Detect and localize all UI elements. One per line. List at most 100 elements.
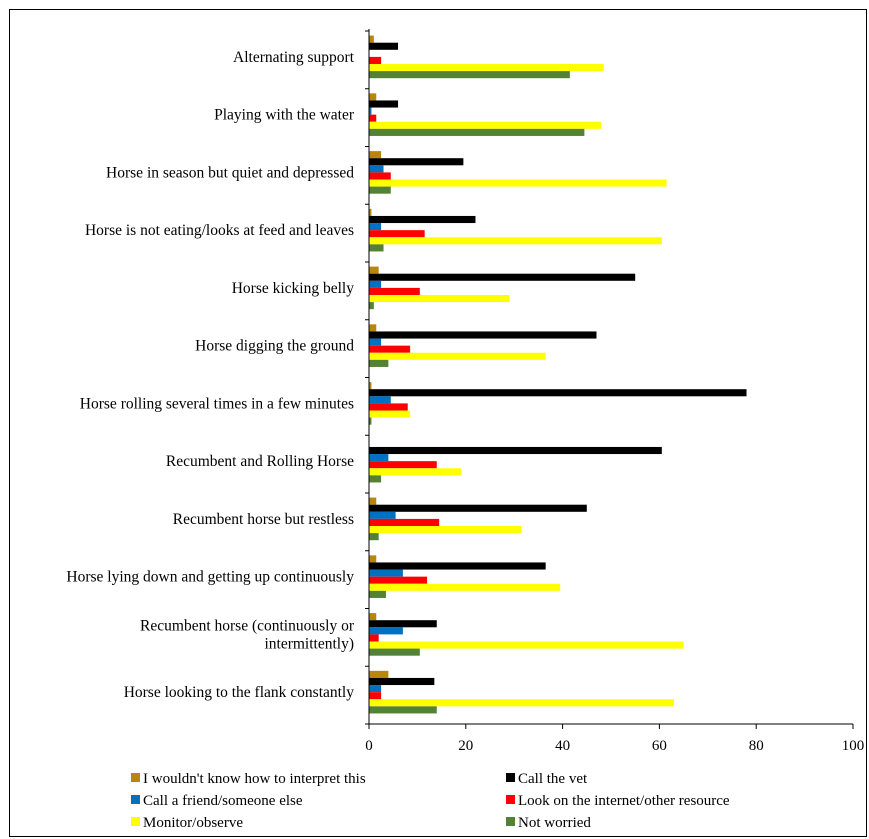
category-label: Recumbent horse (continuously or intermit…	[140, 617, 355, 652]
bar-not-worried	[369, 706, 437, 714]
bar-not-worried	[369, 128, 585, 136]
bar-monitor-observe	[369, 699, 674, 707]
bar-i-wouldn-t-know-how-to-interpret-this	[369, 670, 389, 678]
bar-call-the-vet	[369, 331, 597, 339]
category-label: Horse looking to the flank constantly	[124, 684, 355, 701]
x-tick-label: 20	[458, 738, 473, 754]
bar-call-a-friend-someone-else	[369, 685, 382, 693]
category-label: Alternating support	[233, 49, 355, 66]
bar-look-on-the-internet-other-resource	[369, 345, 411, 353]
bar-i-wouldn-t-know-how-to-interpret-this	[369, 497, 377, 505]
bar-i-wouldn-t-know-how-to-interpret-this	[369, 151, 382, 159]
bar-monitor-observe	[369, 468, 461, 476]
bar-look-on-the-internet-other-resource	[369, 56, 382, 64]
bar-monitor-observe	[369, 64, 604, 72]
bar-call-the-vet	[369, 273, 636, 281]
x-tick-label: 60	[652, 738, 667, 754]
bar-call-a-friend-someone-else	[369, 454, 389, 462]
bar-monitor-observe	[369, 237, 662, 245]
bar-i-wouldn-t-know-how-to-interpret-this	[369, 208, 372, 216]
category-label: Recumbent and Rolling Horse	[166, 453, 354, 470]
bar-call-a-friend-someone-else	[369, 396, 391, 404]
bar-not-worried	[369, 302, 374, 310]
bar-i-wouldn-t-know-how-to-interpret-this	[369, 35, 374, 43]
category-label: Horse kicking belly	[232, 280, 355, 297]
chart-frame	[9, 9, 867, 837]
bar-i-wouldn-t-know-how-to-interpret-this	[369, 382, 372, 390]
legend-swatch-call-the-vet	[506, 773, 515, 782]
bar-i-wouldn-t-know-how-to-interpret-this	[369, 613, 377, 621]
category-label: Horse rolling several times in a few min…	[80, 395, 354, 412]
bar-call-a-friend-someone-else	[369, 338, 382, 346]
bar-not-worried	[369, 590, 386, 598]
bar-call-a-friend-someone-else	[369, 107, 372, 115]
bar-call-the-vet	[369, 215, 476, 224]
category-label: Horse in season but quiet and depressed	[106, 164, 354, 181]
bar-look-on-the-internet-other-resource	[369, 114, 377, 122]
bar-call-a-friend-someone-else	[369, 569, 403, 577]
bar-monitor-observe	[369, 583, 561, 591]
bar-not-worried	[369, 359, 389, 367]
category-label: Horse lying down and getting up continuo…	[66, 569, 354, 586]
bar-not-worried	[369, 475, 382, 483]
category-label: Horse is not eating/looks at feed and le…	[85, 222, 354, 239]
bar-look-on-the-internet-other-resource	[369, 287, 420, 295]
bar-look-on-the-internet-other-resource	[369, 403, 408, 411]
bars	[369, 35, 747, 714]
bar-not-worried	[369, 186, 391, 194]
bar-monitor-observe	[369, 352, 546, 360]
legend-label: I wouldn't know how to interpret this	[143, 771, 366, 787]
legend-label: Not worried	[518, 815, 591, 831]
legend-label: Call a friend/someone else	[143, 793, 303, 809]
legend-label: Call the vet	[518, 771, 588, 787]
bar-look-on-the-internet-other-resource	[369, 634, 379, 642]
bar-not-worried	[369, 648, 420, 656]
bar-monitor-observe	[369, 121, 602, 129]
bar-monitor-observe	[369, 179, 667, 187]
legend-swatch-call-a-friend-someone-else	[131, 795, 140, 804]
bar-monitor-observe	[369, 295, 510, 303]
bar-i-wouldn-t-know-how-to-interpret-this	[369, 93, 377, 101]
bar-monitor-observe	[369, 410, 411, 418]
bar-i-wouldn-t-know-how-to-interpret-this	[369, 324, 377, 332]
bar-not-worried	[369, 71, 570, 79]
bar-call-a-friend-someone-else	[369, 223, 382, 231]
bar-look-on-the-internet-other-resource	[369, 576, 428, 584]
bar-look-on-the-internet-other-resource	[369, 518, 440, 526]
legend-label: Monitor/observe	[143, 815, 243, 831]
x-tick-labels: 0 20 40 60 80 100	[365, 738, 864, 754]
bar-not-worried	[369, 244, 384, 252]
bar-call-a-friend-someone-else	[369, 627, 403, 635]
bar-look-on-the-internet-other-resource	[369, 461, 437, 469]
bar-call-a-friend-someone-else	[369, 165, 384, 173]
bar-call-a-friend-someone-else	[369, 280, 382, 288]
legend-swatch-i-wouldn-t-know-how-to-interpret-this	[131, 773, 140, 782]
legend-swatch-look-on-the-internet-other-resource	[506, 795, 515, 804]
bar-call-the-vet	[369, 620, 437, 628]
bar-call-the-vet	[369, 504, 587, 512]
bar-call-a-friend-someone-else	[369, 511, 396, 519]
bar-call-the-vet	[369, 42, 399, 50]
bar-call-the-vet	[369, 389, 747, 397]
legend-swatch-monitor-observe	[131, 817, 140, 826]
bar-i-wouldn-t-know-how-to-interpret-this	[369, 266, 379, 274]
legend: I wouldn't know how to interpret this Cal…	[131, 771, 730, 831]
x-tick-label: 40	[555, 738, 570, 754]
bar-not-worried	[369, 417, 372, 425]
category-label: Recumbent horse but restless	[173, 511, 354, 528]
bar-look-on-the-internet-other-resource	[369, 692, 382, 700]
legend-swatch-not-worried	[506, 817, 515, 826]
category-label: Playing with the water	[214, 107, 355, 124]
bar-look-on-the-internet-other-resource	[369, 172, 391, 180]
bar-monitor-observe	[369, 526, 522, 534]
bar-call-the-vet	[369, 677, 435, 686]
x-tick-label: 0	[365, 738, 373, 754]
bar-not-worried	[369, 533, 379, 541]
axes	[365, 29, 854, 729]
bar-monitor-observe	[369, 641, 684, 649]
bar-call-the-vet	[369, 100, 399, 108]
bar-call-the-vet	[369, 158, 464, 166]
category-label: Horse digging the ground	[195, 338, 354, 355]
bar-look-on-the-internet-other-resource	[369, 230, 425, 238]
